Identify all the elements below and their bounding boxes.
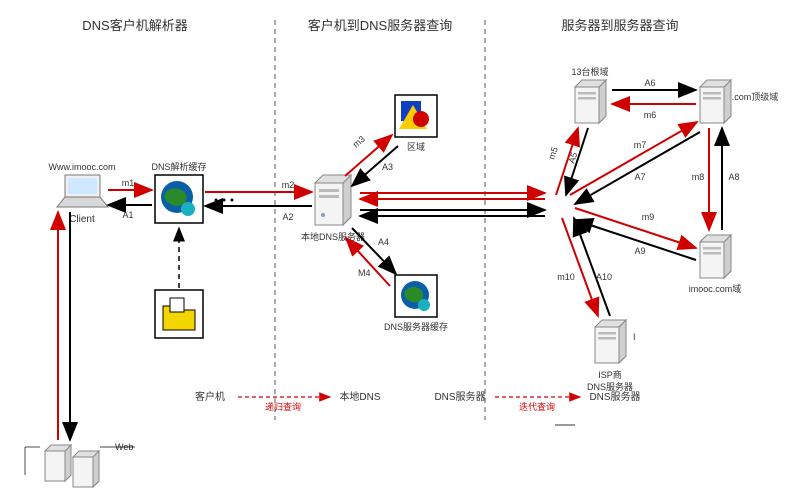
dns-server-cache-icon (395, 275, 437, 317)
recursive-label: 递归查询 (265, 401, 301, 412)
local-dns-server-icon (315, 175, 351, 225)
client-laptop (57, 175, 108, 207)
url-label: Www.imooc.com (48, 162, 115, 172)
lbl-m3: m3 (351, 134, 367, 150)
root-server-icon (575, 80, 606, 123)
lbl-a4: A4 (378, 237, 389, 247)
web-servers-icon (45, 445, 99, 487)
isp-mark: I (633, 332, 636, 342)
folder-icon (155, 290, 203, 338)
client-label: Client (69, 214, 95, 225)
bottom-client: 客户机 (195, 390, 225, 403)
arrow-m9 (575, 208, 696, 248)
dns-server-cache-label: DNS服务器缓存 (384, 321, 448, 332)
bottom-local: 本地DNS (339, 390, 380, 403)
com-server-icon (700, 80, 731, 123)
bottom-dnssrv: DNS服务器 (434, 390, 485, 403)
root-label: 13台根域 (571, 66, 608, 77)
imooc-label: imooc.com域 (689, 283, 742, 294)
lbl-m4: M4 (358, 268, 371, 278)
title-col1: DNS客户机解析器 (82, 18, 187, 33)
lbl-m7: m7 (634, 140, 647, 150)
lbl-a9: A9 (634, 246, 645, 256)
dns-diagram: DNS客户机解析器 客户机到DNS服务器查询 服务器到服务器查询 Www.imo… (0, 0, 790, 500)
arrow-m7 (570, 122, 697, 195)
iterative-label: 迭代查询 (519, 401, 555, 412)
lbl-a2: A2 (282, 212, 293, 222)
title-col2: 客户机到DNS服务器查询 (308, 18, 452, 33)
isp-label2: DNS服务器 (587, 381, 633, 392)
lbl-m9: m9 (642, 212, 655, 222)
dns-cache-icon (155, 175, 203, 223)
title-col3: 服务器到服务器查询 (561, 18, 678, 33)
lbl-a8: A8 (728, 172, 739, 182)
lbl-a3: A3 (382, 162, 393, 172)
lbl-a6: A6 (644, 78, 655, 88)
bottom-dnssrv2: DNS服务器 (589, 390, 640, 403)
lbl-m5: m5 (546, 146, 559, 161)
lbl-a10: A10 (596, 272, 612, 282)
lbl-m8: m8 (692, 172, 705, 182)
lbl-m10: m10 (557, 272, 575, 282)
isp-label1: ISP商 (598, 369, 622, 380)
lbl-m1: m1 (122, 178, 135, 188)
zone-icon (395, 95, 437, 137)
com-label: .com顶级域 (732, 91, 779, 102)
lbl-a7: A7 (634, 172, 645, 182)
dns-cache-label: DNS解析缓存 (151, 161, 206, 172)
imooc-server-icon (700, 235, 731, 278)
zone-label: 区域 (407, 141, 425, 152)
isp-server-icon (595, 320, 626, 363)
lbl-a1: A1 (122, 210, 133, 220)
lbl-m2: m2 (282, 180, 295, 190)
lbl-m6: m6 (644, 110, 657, 120)
